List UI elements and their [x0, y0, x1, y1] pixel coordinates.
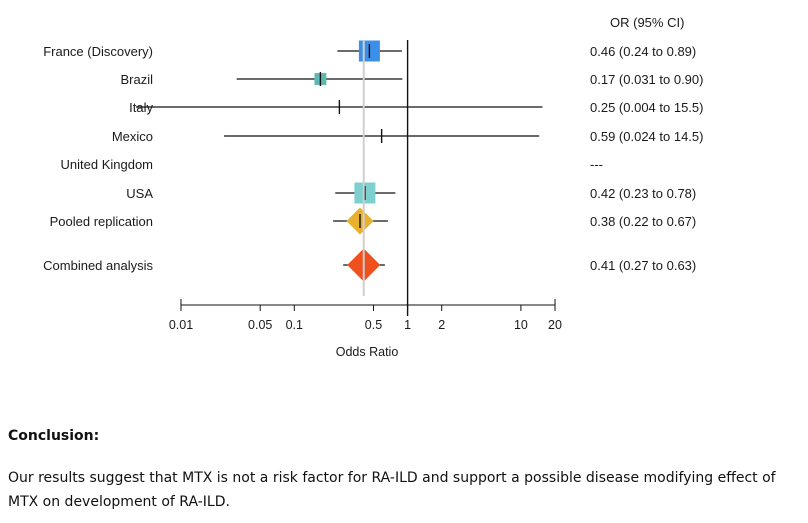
row-label: Brazil	[120, 72, 153, 87]
row-label: Mexico	[112, 129, 153, 144]
x-axis-label: Odds Ratio	[336, 345, 399, 359]
row-ci-text: 0.41 (0.27 to 0.63)	[590, 258, 696, 273]
x-tick-label: 0.01	[169, 318, 193, 332]
row-ci-text: 0.25 (0.004 to 15.5)	[590, 100, 703, 115]
row-label: Combined analysis	[43, 258, 153, 273]
forest-plot: OR (95% CI) France (Discovery) 0.46 (0.24…	[43, 15, 703, 359]
row-label: United Kingdom	[61, 157, 154, 172]
row-ci-text: ---	[590, 157, 603, 172]
row-ci-text: 0.17 (0.031 to 0.90)	[590, 72, 703, 87]
forest-row: Italy 0.25 (0.004 to 15.5)	[129, 100, 703, 115]
x-tick-label: 0.5	[365, 318, 382, 332]
x-tick-label: 20	[548, 318, 562, 332]
row-label: USA	[126, 186, 153, 201]
x-tick-label: 0.05	[248, 318, 272, 332]
forest-row: Brazil 0.17 (0.031 to 0.90)	[120, 72, 703, 87]
forest-row: Pooled replication 0.38 (0.22 to 0.67)	[50, 207, 696, 235]
forest-row: France (Discovery) 0.46 (0.24 to 0.89)	[43, 40, 696, 62]
row-ci-text: 0.38 (0.22 to 0.67)	[590, 214, 696, 229]
x-tick-label: 1	[404, 318, 411, 332]
row-ci-text: 0.46 (0.24 to 0.89)	[590, 44, 696, 59]
conclusion-text: Our results suggest that MTX is not a ri…	[8, 470, 776, 510]
row-ci-text: 0.59 (0.024 to 14.5)	[590, 129, 703, 144]
ci-column-header: OR (95% CI)	[610, 15, 684, 30]
x-tick-label: 0.1	[286, 318, 303, 332]
row-label: France (Discovery)	[43, 44, 153, 59]
row-ci-text: 0.42 (0.23 to 0.78)	[590, 186, 696, 201]
x-tick-label: 2	[438, 318, 445, 332]
forest-row: Mexico 0.59 (0.024 to 14.5)	[112, 129, 703, 144]
x-tick-label: 10	[514, 318, 528, 332]
forest-row: USA 0.42 (0.23 to 0.78)	[126, 182, 696, 204]
conclusion-heading: Conclusion:	[8, 428, 100, 444]
row-label: Pooled replication	[50, 214, 153, 229]
forest-row: United Kingdom ---	[61, 157, 604, 172]
forest-row: Combined analysis 0.41 (0.27 to 0.63)	[43, 248, 696, 282]
